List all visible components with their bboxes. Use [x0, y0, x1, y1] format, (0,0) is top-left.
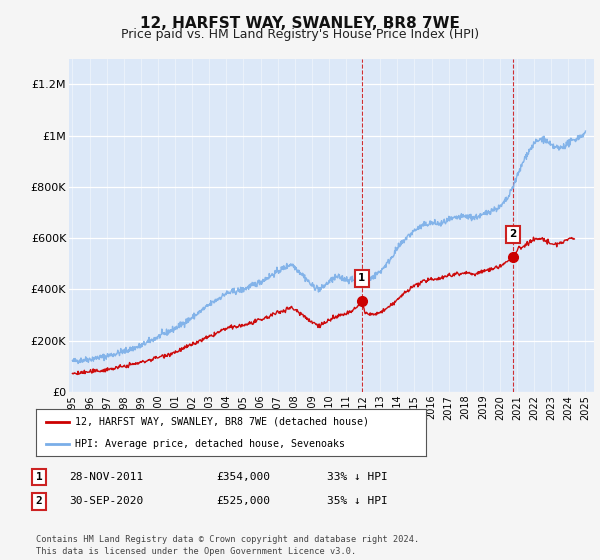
Text: HPI: Average price, detached house, Sevenoaks: HPI: Average price, detached house, Seve…	[75, 438, 345, 449]
Text: 33% ↓ HPI: 33% ↓ HPI	[327, 472, 388, 482]
Text: 1: 1	[358, 273, 365, 283]
Text: 12, HARFST WAY, SWANLEY, BR8 7WE: 12, HARFST WAY, SWANLEY, BR8 7WE	[140, 16, 460, 31]
Text: 28-NOV-2011: 28-NOV-2011	[69, 472, 143, 482]
Text: 12, HARFST WAY, SWANLEY, BR8 7WE (detached house): 12, HARFST WAY, SWANLEY, BR8 7WE (detach…	[75, 417, 369, 427]
Text: Price paid vs. HM Land Registry's House Price Index (HPI): Price paid vs. HM Land Registry's House …	[121, 28, 479, 41]
Text: 2: 2	[509, 230, 517, 239]
Text: 35% ↓ HPI: 35% ↓ HPI	[327, 496, 388, 506]
Text: 30-SEP-2020: 30-SEP-2020	[69, 496, 143, 506]
Text: Contains HM Land Registry data © Crown copyright and database right 2024.
This d: Contains HM Land Registry data © Crown c…	[36, 535, 419, 556]
Text: 1: 1	[35, 472, 43, 482]
Text: £354,000: £354,000	[216, 472, 270, 482]
Text: £525,000: £525,000	[216, 496, 270, 506]
Text: 2: 2	[35, 496, 43, 506]
